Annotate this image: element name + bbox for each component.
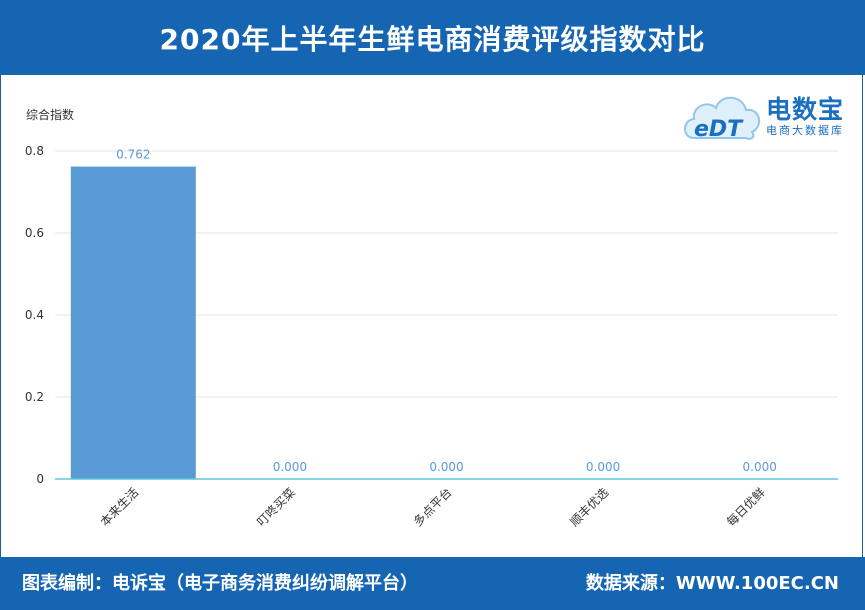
bars (70, 166, 196, 479)
logo-brand: 电数宝 (766, 95, 845, 124)
logo-mark: eDT (694, 117, 744, 142)
y-tick-label: 0.6 (25, 226, 44, 240)
data-label: 0.000 (743, 460, 777, 474)
y-tick-label: 0.2 (25, 390, 44, 404)
data-label: 0.000 (429, 460, 463, 474)
x-tick-label: 叮咚买菜 (253, 485, 298, 530)
chart-header: 2020年上半年生鲜电商消费评级指数对比 (0, 0, 865, 75)
brand-logo: eDT 电数宝 电商大数据库 (680, 86, 855, 148)
x-tick-label: 每日优鲜 (723, 485, 768, 530)
y-axis: 0 0.2 0.4 0.6 0.8 (25, 144, 44, 486)
data-label: 0.000 (586, 460, 620, 474)
x-tick-label: 本来生活 (98, 485, 142, 529)
footer-credit: 图表编制：电诉宝（电子商务消费纠纷调解平台） (22, 573, 418, 594)
y-tick-label: 0 (36, 472, 44, 486)
chart-footer: 图表编制：电诉宝（电子商务消费纠纷调解平台） 数据来源：WWW.100EC.CN (0, 557, 865, 610)
page-title: 2020年上半年生鲜电商消费评级指数对比 (159, 22, 706, 56)
footer-source: 数据来源：WWW.100EC.CN (585, 573, 839, 594)
cloud-icon: eDT (684, 96, 761, 142)
y-tick-label: 0.4 (25, 308, 44, 322)
x-tick-label: 顺丰优选 (567, 485, 611, 529)
y-tick-label: 0.8 (25, 144, 44, 158)
logo-subtitle: 电商大数据库 (766, 124, 844, 137)
data-label: 0.762 (116, 148, 150, 162)
x-tick-label: 多点平台 (410, 485, 455, 530)
y-axis-label: 综合指数 (26, 108, 75, 122)
data-label: 0.000 (273, 460, 307, 474)
bar (70, 166, 196, 479)
value-labels: 0.762 0.000 0.000 0.000 0.000 (116, 148, 777, 474)
x-axis: 本来生活 叮咚买菜 多点平台 顺丰优选 每日优鲜 (98, 485, 768, 530)
